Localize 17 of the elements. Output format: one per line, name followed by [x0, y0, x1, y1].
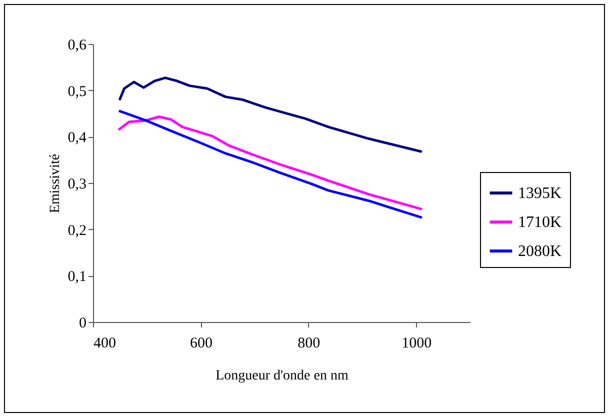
x-tick-label: 400	[94, 336, 116, 352]
y-tick-label: 0,6	[68, 38, 87, 54]
y-tick-label: 0,4	[68, 130, 87, 146]
y-tick-label: 0,2	[68, 222, 86, 239]
x-tick-label: 1000	[402, 336, 432, 352]
y-tick-label: 0,5	[68, 84, 86, 100]
line-series	[118, 76, 422, 153]
x-tick-label: 800	[298, 336, 320, 352]
x-tick-label: 600	[190, 336, 212, 352]
y-tick-label: 0	[79, 316, 86, 332]
legend-label: 1395K	[518, 185, 562, 202]
y-tick-label: 0,1	[68, 269, 86, 286]
y-tick-label: 0,3	[68, 176, 86, 192]
legend-label: 2080K	[518, 243, 562, 260]
legend-label: 1710K	[518, 214, 562, 231]
y-axis-title: Emissivité	[48, 154, 63, 214]
x-axis-title: Longueur d'onde en nm	[216, 368, 348, 384]
